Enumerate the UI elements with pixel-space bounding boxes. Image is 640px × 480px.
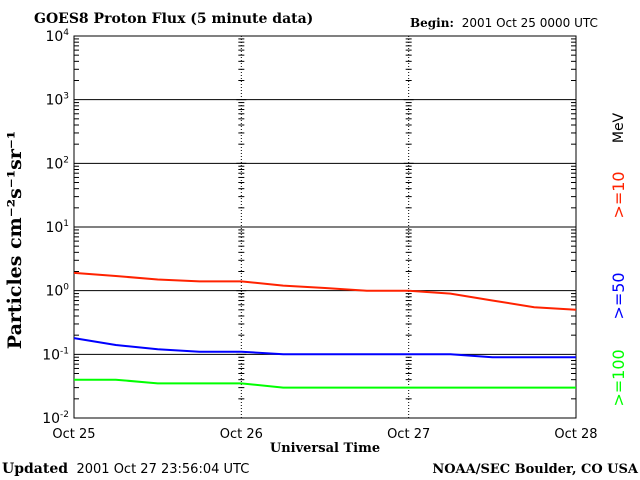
series-line-2	[74, 378, 576, 389]
y-tick-label: 10-1	[42, 346, 69, 363]
y-tick-label: 10-2	[42, 410, 69, 427]
credit-footer: NOAA/SEC Boulder, CO USA	[432, 462, 639, 477]
x-tick-labels: Oct 25 Oct 26 Oct 27 Oct 28	[52, 427, 597, 442]
x-tick-label: Oct 28	[554, 427, 597, 442]
begin-label-value: 2001 Oct 25 0000 UTC	[462, 16, 598, 30]
updated-footer: Updated 2001 Oct 27 23:56:04 UTC	[2, 461, 249, 477]
legend-unit-mev: MeV	[611, 112, 627, 143]
begin-label: Begin: 2001 Oct 25 0000 UTC	[410, 16, 598, 30]
minor-ticks	[74, 35, 576, 419]
legend-series-50mev: >=50	[609, 272, 628, 319]
y-tick-label: 104	[45, 28, 69, 45]
x-tick-label: Oct 26	[220, 427, 263, 442]
series-lines	[73, 271, 577, 389]
legend-series-100mev: >=100	[609, 349, 628, 406]
chart-title: GOES8 Proton Flux (5 minute data)	[34, 11, 313, 27]
x-tick-label: Oct 25	[52, 427, 95, 442]
y-tick-label: 101	[45, 219, 69, 236]
y-tick-label: 103	[45, 92, 69, 109]
updated-label: Updated	[2, 461, 68, 477]
series-line-0	[73, 271, 577, 311]
horizontal-gridlines	[74, 99, 576, 355]
updated-value: 2001 Oct 27 23:56:04 UTC	[76, 462, 249, 477]
series-line-1	[73, 337, 576, 359]
y-axis-title: Particles cm⁻²s⁻¹sr⁻¹	[4, 131, 26, 349]
legend-series-10mev: >=10	[609, 171, 628, 218]
x-tick-label: Oct 27	[387, 427, 430, 442]
begin-label-prefix: Begin:	[410, 16, 454, 30]
y-tick-label: 100	[45, 283, 69, 300]
y-tick-labels: 104 103 102 101 100 10-1 10-2	[42, 28, 69, 427]
x-axis-title: Universal Time	[270, 441, 380, 456]
y-tick-label: 102	[45, 155, 69, 172]
